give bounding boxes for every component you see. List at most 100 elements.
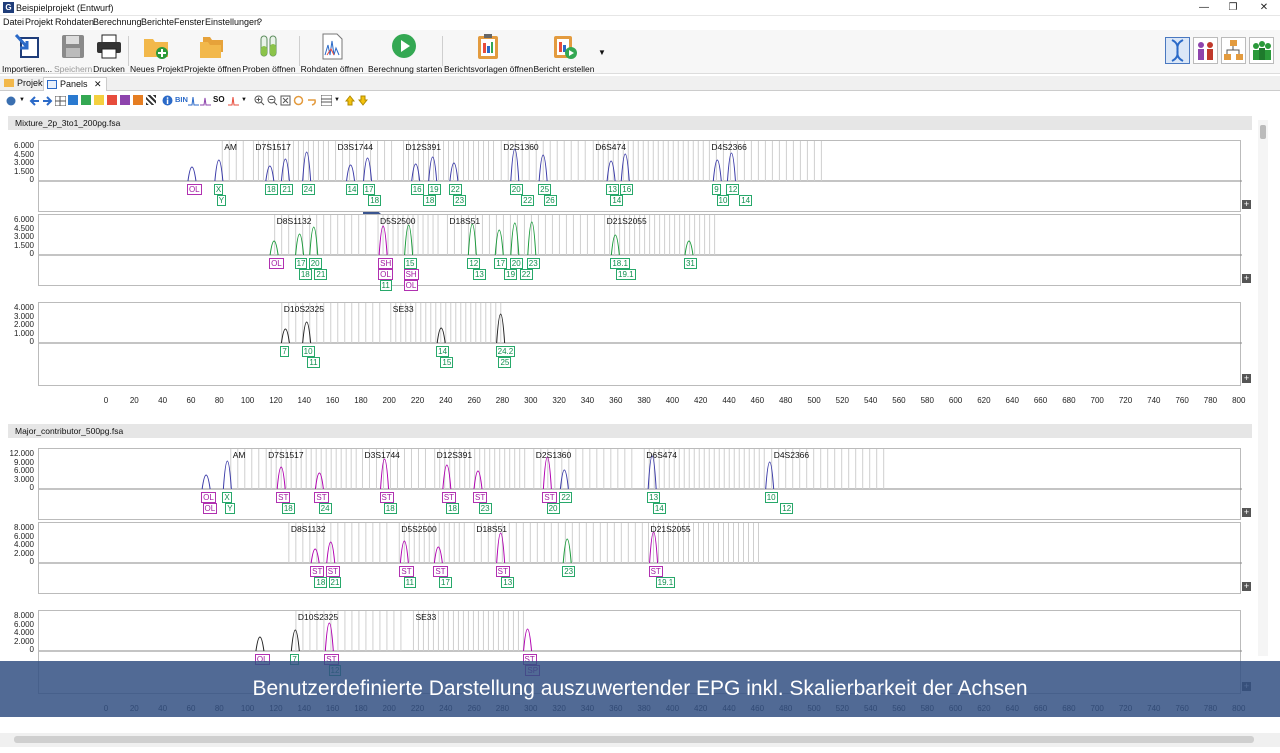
allele-call-label[interactable]: 20 [509,258,523,269]
menu-help[interactable]: ? [257,17,263,27]
allele-call-label[interactable]: 23 [478,503,492,514]
import-button[interactable]: Importieren... [2,31,52,74]
peak-marker-icon[interactable] [228,95,239,106]
allele-call-label[interactable]: 17 [362,184,376,195]
allele-call-label[interactable]: 18 [264,184,278,195]
menu-berechnung[interactable]: Berechnung [93,17,142,27]
color-purple-icon[interactable] [120,95,130,105]
allele-call-label[interactable]: 16 [410,184,424,195]
layout-icon[interactable] [321,95,332,106]
forward-arrow-icon[interactable] [42,96,53,106]
allele-call-label[interactable]: 18 [423,195,437,206]
allele-call-label[interactable]: 24.2 [495,346,516,357]
close-icon[interactable]: ✕ [1259,2,1269,13]
allele-call-label[interactable]: 19.1 [616,269,636,280]
allele-call-label[interactable]: 17 [494,258,508,269]
allele-call-label[interactable]: 15 [403,258,417,269]
allele-call-label[interactable]: 18 [281,503,295,514]
grid-icon[interactable] [55,96,66,106]
minimize-icon[interactable]: — [1199,2,1209,13]
allele-call-label[interactable]: X [213,184,224,195]
allele-call-label[interactable]: ST [433,566,448,577]
menu-fenster[interactable]: Fenster [174,17,205,27]
allele-call-label[interactable]: 14 [436,346,450,357]
allele-call-label[interactable]: ST [276,492,291,503]
expand-row-icon[interactable]: + [1242,373,1251,383]
allele-call-label[interactable]: OL [202,503,218,514]
pattern-icon[interactable] [146,95,156,105]
back-arrow-icon[interactable] [29,96,40,106]
arrow-up-icon[interactable] [345,95,355,106]
allele-call-label[interactable]: 15 [440,357,454,368]
save-button[interactable]: Speichern [54,31,92,74]
allele-call-label[interactable]: 24 [301,184,315,195]
zoom-reset-icon[interactable] [293,95,304,106]
tab-panels[interactable]: Panels ✕ [43,77,107,91]
vertical-scrollbar[interactable] [1258,120,1268,656]
tab-close-icon[interactable]: ✕ [94,79,102,89]
expand-row-icon[interactable]: + [1242,273,1251,283]
allele-call-label[interactable]: 20 [509,184,523,195]
allele-call-label[interactable]: 11 [307,357,320,368]
workflow-perspective-button[interactable] [1221,37,1246,64]
color-blue-icon[interactable] [68,95,78,105]
allele-call-label[interactable]: 12 [726,184,740,195]
restore-icon[interactable]: ❐ [1228,2,1238,13]
allele-call-label[interactable]: 17 [439,577,452,588]
expand-row-icon[interactable]: + [1242,581,1251,591]
report-templates-button[interactable]: Berichtsvorlagen öffnen [444,31,533,74]
allele-call-label[interactable]: 12 [780,503,794,514]
allele-call-label[interactable]: ST [314,492,329,503]
allele-call-label[interactable]: ST [495,566,510,577]
allele-call-label[interactable]: 14 [610,195,624,206]
allele-call-label[interactable]: 14 [345,184,359,195]
menu-rohdaten[interactable]: Rohdaten [55,17,95,27]
tab-projekt[interactable]: Projekt [1,77,49,91]
allele-call-label[interactable]: OL [269,258,284,269]
allele-call-label[interactable]: ST [441,492,457,503]
marker-dropdown-icon[interactable]: ▼ [241,97,247,103]
allele-call-label[interactable]: 10 [716,195,730,206]
vertical-scrollbar-thumb[interactable] [1260,125,1266,139]
allele-call-label[interactable]: 13 [647,492,661,503]
allele-call-label[interactable]: 25 [538,184,552,195]
menu-projekt[interactable]: Projekt [25,17,54,27]
allele-call-label[interactable]: 18 [314,577,328,588]
color-yellow-icon[interactable] [94,95,104,105]
allele-call-label[interactable]: 13 [472,269,486,280]
allele-call-label[interactable]: 23 [453,195,467,206]
allele-call-label[interactable]: ST [325,566,340,577]
globe-dropdown-icon[interactable]: ▼ [19,97,25,103]
allele-call-label[interactable]: OL [378,269,393,280]
zoom-out-icon[interactable] [267,95,278,106]
allele-call-label[interactable]: 18.1 [610,258,630,269]
allele-call-label[interactable]: 21 [314,269,328,280]
allele-call-label[interactable]: 22 [519,269,533,280]
color-orange-icon[interactable] [133,95,143,105]
toolbar-dropdown-icon[interactable]: ▼ [598,48,606,57]
allele-call-label[interactable]: 24 [318,503,332,514]
allele-call-label[interactable]: OL [201,492,216,503]
allele-call-label[interactable]: 17 [294,258,308,269]
allele-call-label[interactable]: ST [379,492,394,503]
allele-call-label[interactable]: 18 [446,503,459,514]
allele-call-label[interactable]: 18 [383,503,397,514]
globe-icon[interactable] [5,96,17,106]
dna-perspective-button[interactable] [1165,37,1190,64]
allele-call-label[interactable]: SH [378,258,394,269]
allele-call-label[interactable]: 14 [652,503,666,514]
print-button[interactable]: Drucken [93,31,125,74]
allele-call-label[interactable]: 10 [301,346,315,357]
allele-call-label[interactable]: 12 [467,258,481,269]
expand-row-icon[interactable]: + [1242,199,1251,209]
allele-call-label[interactable]: 23 [562,566,576,577]
allele-call-label[interactable]: 19 [504,269,518,280]
group-perspective-button[interactable] [1249,37,1274,64]
horizontal-scrollbar-thumb[interactable] [14,736,1254,743]
allele-call-label[interactable]: 13 [501,577,515,588]
allele-call-label[interactable]: ST [648,566,663,577]
allele-call-label[interactable]: 7 [280,346,289,357]
allele-call-label[interactable]: 13 [606,184,619,195]
allele-call-label[interactable]: 9 [712,184,721,195]
open-samples-button[interactable]: Proben öffnen [242,31,296,74]
